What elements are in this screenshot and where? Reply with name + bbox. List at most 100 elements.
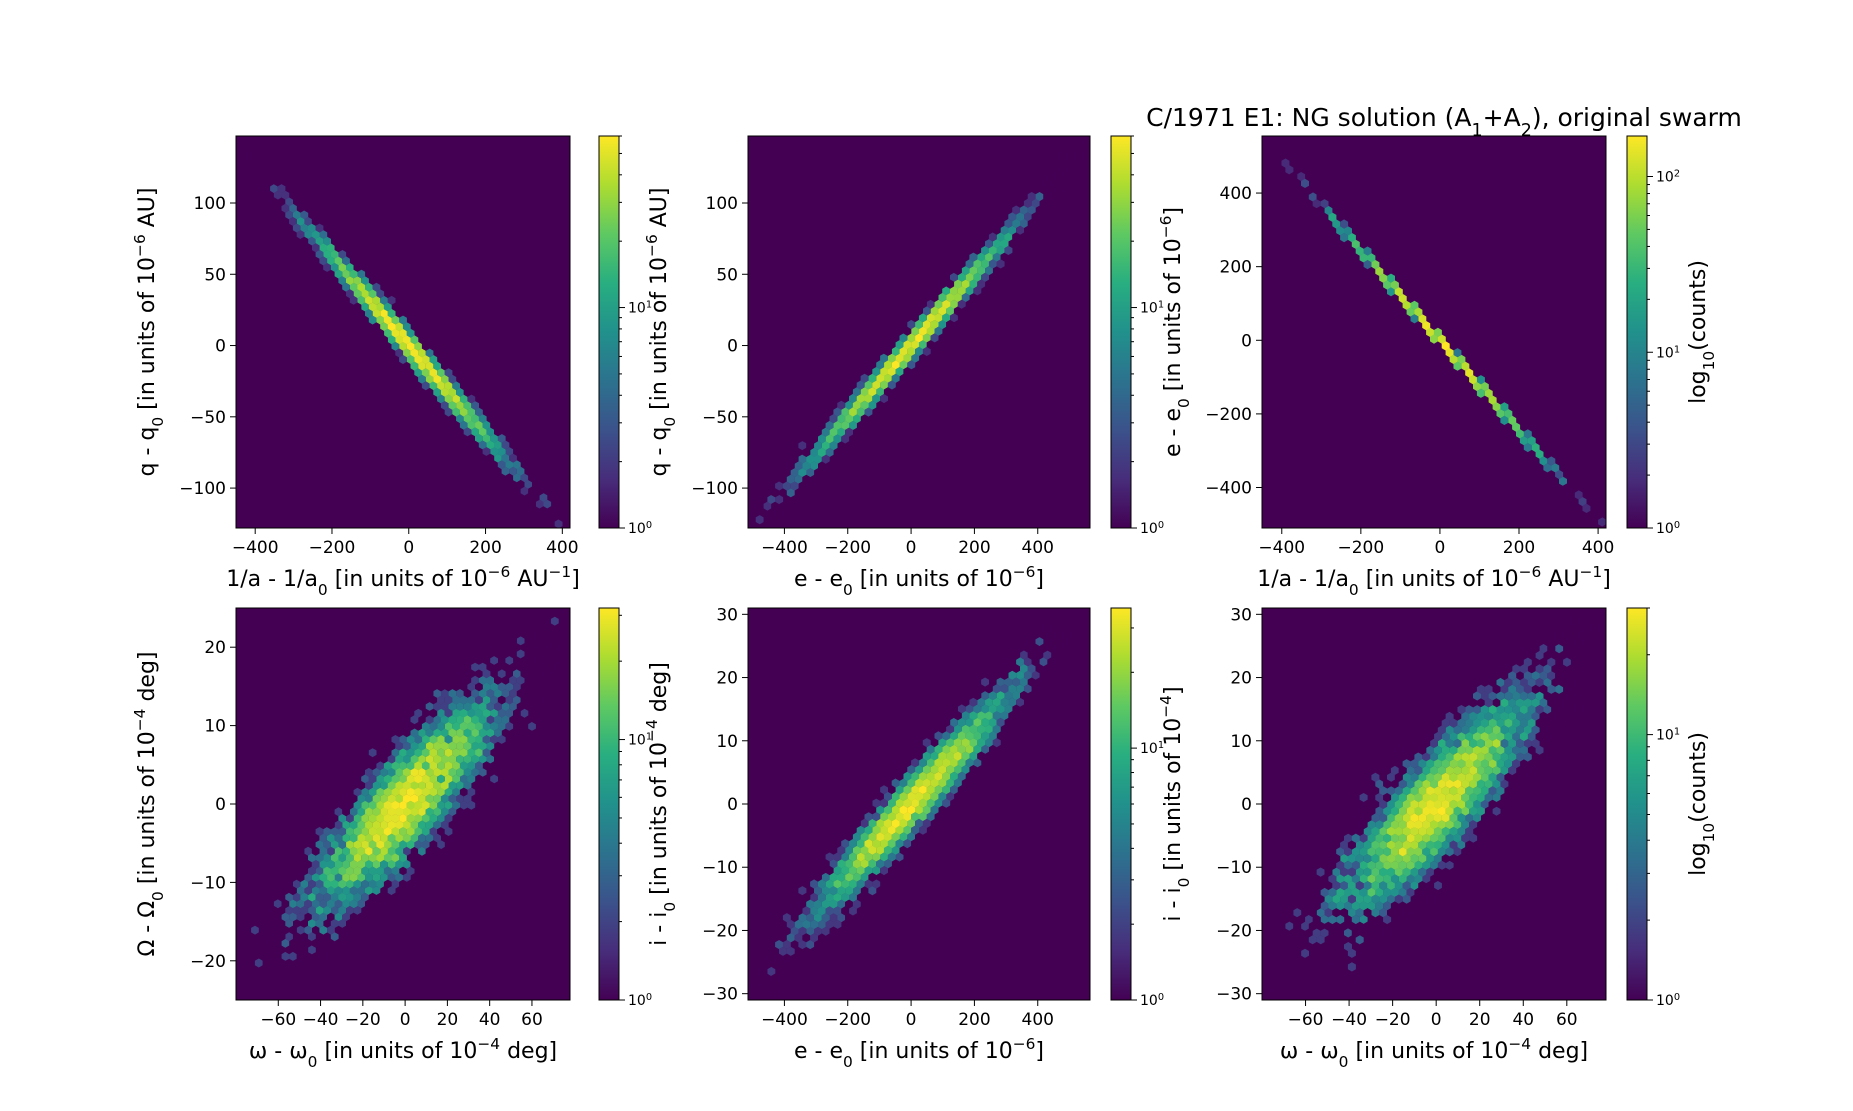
hexbin-cell: [1016, 670, 1024, 680]
hexbin-cell: [1484, 779, 1493, 789]
hexbin-cell: [1363, 260, 1372, 270]
hexbin-cell: [953, 724, 962, 734]
hexbin-cell: [372, 833, 381, 843]
x-tick-label: 200: [958, 1010, 990, 1030]
hexbin-cell: [1441, 786, 1450, 796]
hexbin-cell: [418, 781, 426, 790]
hexbin-cell: [346, 853, 354, 863]
hexbin-cell: [311, 886, 320, 896]
hexbin-cell: [973, 758, 982, 768]
hexbin-cell: [1383, 806, 1392, 816]
hexbin-cell: [399, 879, 407, 889]
hexbin-cell: [1445, 860, 1454, 870]
hexbin-cell: [437, 800, 445, 810]
hexbin-cell: [1375, 847, 1384, 857]
hexbin-cell: [365, 807, 373, 817]
hexbin-cell: [907, 319, 916, 330]
hexbin-cell: [985, 724, 993, 734]
hexbin-cell: [289, 203, 297, 213]
hexbin-cell: [1445, 820, 1454, 830]
hexbin-cell: [330, 919, 339, 928]
hexbin-cell: [433, 374, 441, 384]
hexbin-cell: [418, 846, 426, 856]
hexbin-cell: [281, 951, 290, 961]
hexbin-cell: [1293, 178, 1302, 188]
hexbin-cell: [1390, 860, 1399, 870]
hexbin-cell: [895, 785, 904, 795]
hexbin-cell: [1297, 172, 1306, 182]
hexbin-cell: [1020, 205, 1028, 215]
hexbin-cell: [1492, 738, 1501, 748]
hexbin-cell: [429, 840, 438, 850]
hexbin-cell: [837, 899, 846, 909]
hexbin-cell: [887, 825, 896, 835]
hexbin-cell: [1351, 928, 1360, 938]
hexbin-cell: [1340, 219, 1349, 229]
hexbin-cell: [825, 434, 834, 444]
hexbin-cell: [1336, 928, 1345, 938]
hexbin-cell: [1375, 887, 1384, 897]
hexbin-cell: [946, 751, 955, 761]
hexbin-cell: [1465, 705, 1474, 715]
hexbin-cell: [829, 899, 838, 909]
hexbin-cell: [365, 886, 373, 896]
hexbin-cell: [1445, 752, 1454, 762]
hexbin-cell: [459, 695, 468, 705]
hexbin-cell: [1527, 732, 1536, 742]
hexbin-cell: [1543, 732, 1552, 742]
hexbin-cell: [961, 724, 970, 734]
hexbin-cell: [471, 414, 479, 424]
hexbin-cell: [1000, 657, 1009, 667]
hexbin-cell: [883, 805, 892, 815]
hexbin-cell: [1437, 860, 1446, 870]
hexbin-cell: [365, 899, 373, 909]
hexbin-cell: [1304, 914, 1313, 925]
hexbin-cell: [528, 656, 536, 666]
hexbin-cell: [996, 704, 1005, 714]
hexbin-cell: [1344, 928, 1352, 938]
hexbin-cell: [1539, 644, 1548, 654]
hexbin-cell: [486, 715, 495, 725]
hexbin-cell: [868, 886, 877, 896]
colorbar-tick-label: 100: [1140, 992, 1164, 1010]
hexbin-cell: [922, 333, 931, 343]
hexbin-cell: [957, 785, 966, 795]
hexbin-cell: [433, 387, 441, 397]
hexbin-cell: [790, 926, 799, 936]
hexbin-cell: [361, 840, 369, 850]
y-tick-label: 0: [1241, 331, 1252, 351]
hexbin-cell: [1426, 799, 1435, 809]
hexbin-cell: [1547, 657, 1556, 667]
y-tick-label: −20: [1216, 921, 1252, 941]
hexbin-cell: [841, 434, 850, 444]
hexbin-cell: [1512, 691, 1521, 701]
hexbin-cell: [1476, 388, 1485, 398]
hexbin-cell: [1406, 874, 1415, 884]
hexbin-cell: [319, 243, 328, 253]
colorbar: [1626, 135, 1648, 529]
hexbin-cell: [883, 346, 892, 356]
hexbin-cell: [452, 735, 460, 744]
hexbin-cell: [501, 466, 510, 476]
hexbin-cell: [1449, 732, 1458, 742]
colorbar-tick-label: 100: [628, 992, 652, 1010]
hexbin-cell: [883, 818, 892, 828]
hexbin-cell: [1016, 697, 1024, 707]
hexbin-cell: [406, 355, 415, 364]
hexbin-cell: [391, 341, 400, 351]
hexbin-cell: [1473, 745, 1481, 755]
hexbin-cell: [837, 400, 846, 410]
hexbin-cell: [440, 820, 449, 830]
hexbin-cell: [1476, 793, 1485, 803]
hexbin-cell: [334, 912, 343, 922]
hexbin-cell: [856, 407, 865, 417]
hexbin-cell: [1500, 684, 1509, 694]
hexbin-cell: [1008, 684, 1017, 694]
hexbin-cell: [1402, 867, 1411, 877]
hexbin-cell: [1461, 765, 1470, 776]
hexbin-cell: [1496, 772, 1505, 782]
hexbin-cell: [1394, 894, 1403, 904]
hexbin-cell: [872, 839, 881, 849]
hexbin-cell: [387, 833, 396, 843]
hexbin-cell: [1441, 759, 1450, 769]
